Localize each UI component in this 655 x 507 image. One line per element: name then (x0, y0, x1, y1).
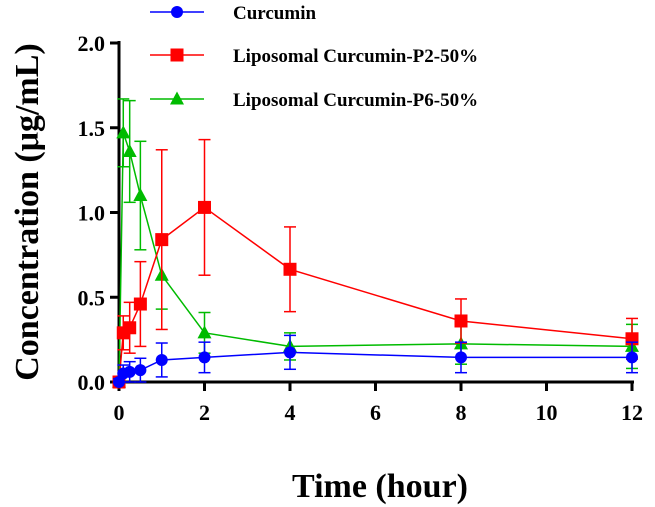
y-axis-title: Concentration (μg/mL) (9, 43, 46, 381)
legend-entry: Liposomal Curcumin-P6-50% (150, 90, 478, 111)
legend-marker (170, 91, 184, 105)
data-point (155, 353, 168, 366)
data-point (626, 351, 638, 364)
data-point (284, 346, 296, 359)
data-point (116, 125, 131, 139)
data-point (123, 321, 137, 335)
data-point (198, 351, 211, 364)
x-tick-label: 0 (114, 400, 125, 425)
data-point (155, 233, 169, 247)
x-tick-label: 10 (536, 400, 558, 425)
legend-marker (170, 48, 184, 62)
data-point (197, 325, 212, 339)
y-tick-label: 1.0 (78, 201, 106, 226)
series-square (112, 138, 639, 389)
y-tick-label: 1.5 (78, 116, 106, 141)
x-axis-title: Time (hour) (292, 468, 468, 505)
series-line (118, 351, 632, 383)
y-tick-label: 0.5 (78, 285, 106, 310)
legend-marker (171, 6, 183, 18)
series-circle (113, 334, 638, 388)
series-line (118, 206, 633, 383)
y-tick-label: 2.0 (78, 31, 106, 56)
data-point (455, 351, 467, 364)
legend-label: Liposomal Curcumin-P2-50% (233, 46, 478, 67)
data-point (283, 262, 297, 276)
legend-entry: Liposomal Curcumin-P2-50% (150, 46, 478, 67)
data-point (454, 314, 468, 328)
x-tick-label: 2 (199, 400, 210, 425)
x-tick-label: 4 (285, 400, 296, 425)
data-point (123, 365, 136, 378)
legend-label: Liposomal Curcumin-P6-50% (233, 90, 478, 111)
x-axis: 0 2 4 6 8 10 12 (114, 380, 643, 425)
data-point (133, 297, 147, 311)
series-layer (112, 98, 639, 389)
series-line (118, 132, 633, 383)
data-point (122, 143, 137, 157)
legend-label: Curcumin (233, 3, 316, 24)
series-triangle (112, 98, 639, 388)
data-point (134, 364, 147, 377)
legend-entry: Curcumin (150, 3, 316, 24)
x-tick-label: 8 (456, 400, 467, 425)
x-tick-label: 12 (621, 400, 643, 425)
y-axis: 0.0 0.5 1.0 1.5 2.0 (78, 31, 121, 395)
data-point (198, 200, 211, 214)
data-point (133, 188, 148, 202)
x-tick-label: 6 (370, 400, 381, 425)
y-tick-label: 0.0 (78, 370, 106, 395)
legend: Curcumin Liposomal Curcumin-P2-50% Liposom… (150, 3, 478, 111)
